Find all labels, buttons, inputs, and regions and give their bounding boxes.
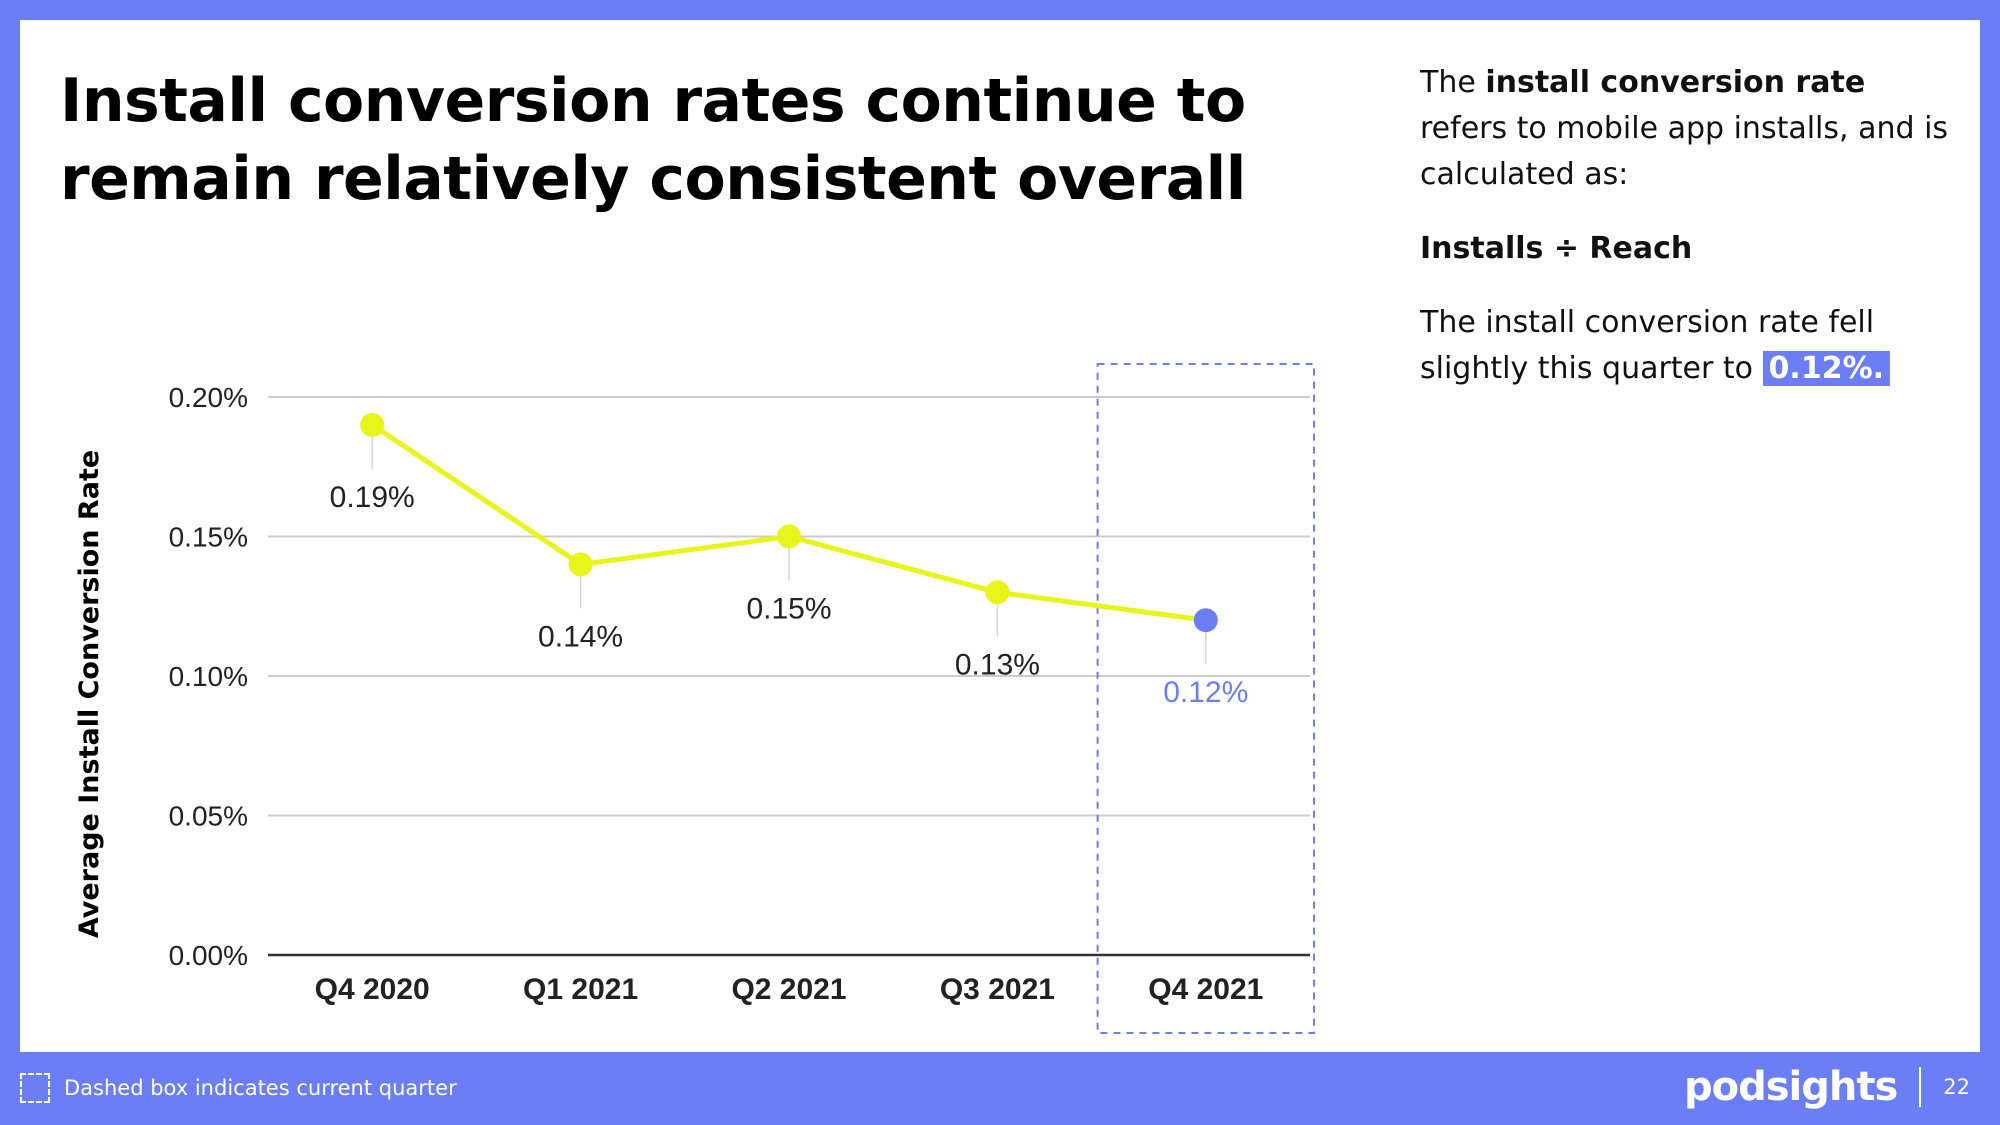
summary-text: The install conversion rate fell slightl… [1420,305,1875,386]
definition-paragraph: The install conversion rate refers to mo… [1420,60,1960,198]
y-axis-label: Average Install Conversion Rate [74,450,105,938]
data-label: 0.12% [1163,676,1248,709]
x-tick-label: Q4 2021 [1148,973,1263,1006]
y-tick-label: 0.20% [169,382,248,413]
x-tick-labels: Q4 2020 Q1 2021 Q2 2021 Q3 2021 Q4 2021 [315,973,1264,1006]
x-tick-label: Q1 2021 [523,973,638,1006]
data-label: 0.15% [746,593,831,626]
data-point [1193,608,1218,633]
x-tick-label: Q2 2021 [731,973,846,1006]
summary-paragraph: The install conversion rate fell slightl… [1420,300,1960,392]
y-tick-label: 0.15% [169,522,248,553]
y-tick-label: 0.05% [169,801,248,832]
data-point [360,412,385,437]
data-points [360,412,1218,633]
y-tick-label: 0.00% [169,940,248,971]
definition-term: install conversion rate [1485,65,1866,100]
label-leader-lines [371,434,1207,665]
x-tick-label: Q3 2021 [940,973,1055,1006]
definition-text-start: The [1420,65,1486,100]
data-label: 0.13% [955,648,1040,681]
data-point [985,580,1010,605]
brand-logo: podsights [1683,1064,1898,1110]
footer-divider [1919,1067,1922,1107]
y-tick-labels: 0.00% 0.05% 0.10% 0.15% 0.20% [169,382,248,971]
formula-text: Installs ÷ Reach [1420,231,1693,266]
footer-legend-text: Dashed box indicates current quarter [64,1076,457,1100]
data-label: 0.14% [538,620,623,653]
formula: Installs ÷ Reach [1420,226,1960,272]
series-line [370,422,1207,623]
gridlines [268,396,1310,957]
page-number: 22 [1943,1075,1970,1099]
highlighted-value: 0.12%. [1762,351,1891,386]
title-line-1: Install conversion rates continue to [60,66,1246,136]
slide: Install conversion rates continue to rem… [20,20,1980,1052]
page-title: Install conversion rates continue to rem… [60,62,1320,218]
footer-legend: Dashed box indicates current quarter [20,1070,457,1106]
title-line-2: remain relatively consistent overall [60,144,1246,214]
explanation-panel: The install conversion rate refers to mo… [1420,60,1960,420]
y-tick-label: 0.10% [169,661,248,692]
footer-branding: podsights 22 [1684,1060,1970,1114]
data-point [568,552,593,577]
x-tick-label: Q4 2020 [315,973,430,1006]
definition-text-end: refers to mobile app installs, and is ca… [1420,111,1949,192]
current-quarter-box [1096,363,1315,1034]
data-labels: 0.19% 0.14% 0.15% 0.13% 0.12% [330,481,1249,709]
data-point [777,524,801,549]
dashed-box-icon [20,1073,50,1103]
data-label: 0.19% [330,481,415,514]
line-chart: 0.00% 0.05% 0.10% 0.15% 0.20% Q4 2020 Q1 2021… [74,363,1315,1034]
